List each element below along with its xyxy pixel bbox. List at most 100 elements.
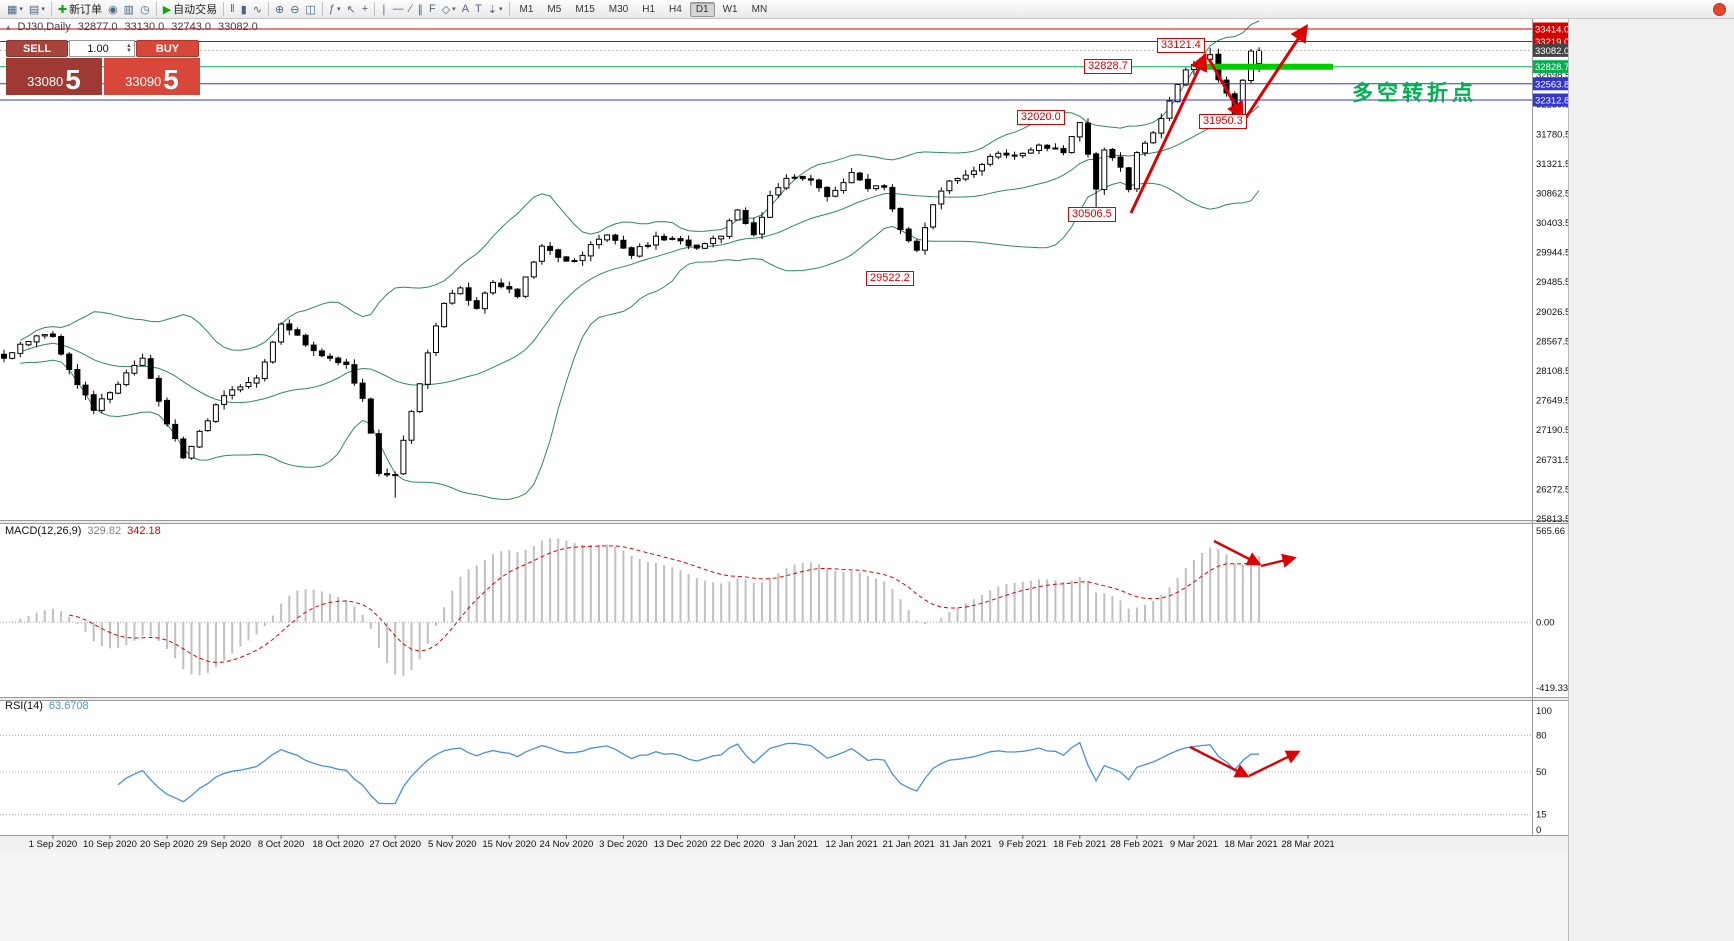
buy-price-box[interactable]: 33090 5	[104, 58, 200, 95]
volume-down-icon[interactable]: ▼	[126, 47, 132, 54]
new-chart-icon: ▦	[7, 3, 18, 16]
text-label-icon: T	[475, 3, 482, 15]
low-value: 32743.0	[171, 21, 212, 33]
vertical-line-button[interactable]: ∣	[378, 2, 390, 17]
svg-text:-419.33: -419.33	[1536, 683, 1568, 694]
channel-button[interactable]: ∥	[414, 2, 426, 17]
cursor-button[interactable]: ↖	[343, 2, 358, 17]
svg-text:50: 50	[1536, 767, 1547, 778]
timeframe-mn[interactable]: MN	[751, 3, 768, 15]
svg-text:1 Sep 2020: 1 Sep 2020	[29, 839, 78, 850]
autotrading-button-label: 自动交易	[173, 4, 218, 16]
line-chart-icon: ∿	[252, 3, 262, 16]
timeframe-m30[interactable]: M30	[608, 3, 629, 15]
timeframe-h4[interactable]: H4	[669, 3, 682, 15]
horizontal-line-button[interactable]: ―	[390, 2, 407, 16]
autotrading-button[interactable]: ▶ 自动交易	[160, 0, 220, 18]
sell-price-box[interactable]: 33080 5	[6, 58, 102, 95]
svg-text:29485.5: 29485.5	[1536, 277, 1568, 288]
trend-arrows[interactable]	[1129, 23, 1308, 778]
indicators-button[interactable]: ƒ ▾	[326, 2, 344, 16]
trendline-button[interactable]: ∕	[407, 2, 415, 16]
line-chart-button[interactable]: ∿	[250, 2, 265, 17]
timeframe-m5[interactable]: M5	[547, 3, 562, 15]
fibonacci-button[interactable]: F	[426, 2, 439, 16]
one-click-trading-panel: SELL 1.00 ▲ ▼ BUY 33080 5 33090 5	[6, 40, 202, 95]
sell-price-main: 33080	[27, 74, 64, 89]
svg-text:0.00: 0.00	[1536, 617, 1555, 628]
price-callout[interactable]: 30506.5	[1068, 207, 1116, 222]
svg-text:10 Sep 2020: 10 Sep 2020	[83, 839, 137, 850]
svg-text:33414.0: 33414.0	[1535, 25, 1568, 36]
price-callout[interactable]: 32020.0	[1017, 110, 1065, 125]
text-label-button[interactable]: T	[472, 2, 485, 16]
data-window-button[interactable]: ▥	[121, 2, 137, 17]
text-button[interactable]: A	[459, 2, 472, 16]
svg-text:24 Nov 2020: 24 Nov 2020	[539, 839, 593, 850]
timeframe-d1[interactable]: D1	[689, 1, 715, 17]
market-watch-button[interactable]: ◉	[105, 2, 121, 17]
svg-text:31780.5: 31780.5	[1536, 129, 1568, 140]
data-window-icon: ▥	[123, 3, 135, 16]
svg-text:80: 80	[1536, 730, 1547, 741]
svg-text:33219.0: 33219.0	[1535, 37, 1568, 48]
volume-value: 1.00	[87, 42, 109, 55]
svg-text:565.66: 565.66	[1536, 526, 1565, 537]
macd-signal-value: 342.18	[127, 525, 161, 537]
timeframe-h1[interactable]: H1	[642, 3, 656, 15]
price-axis-tag	[1533, 43, 1568, 57]
notification-icon[interactable]	[1713, 2, 1726, 16]
volume-field[interactable]: 1.00 ▲ ▼	[69, 40, 135, 57]
vertical-line-icon: ∣	[381, 3, 387, 16]
price-axis[interactable]: 25813.5 26272.5 26731.5 27190.5 27649.5 28108…	[1533, 22, 1568, 837]
horizontal-line-objects[interactable]	[0, 28, 1532, 101]
chart-canvas[interactable]: 25813.5 26272.5 26731.5 27190.5 27649.5 28108…	[0, 19, 1568, 851]
price-callout[interactable]: 29522.2	[866, 271, 914, 286]
chevron-down-icon: ▾	[452, 6, 456, 13]
profiles-icon: ▤	[28, 3, 40, 16]
time-axis[interactable]: 1 Sep 2020 10 Sep 2020 20 Sep 2020 29 Sep 2…	[29, 835, 1335, 850]
svg-text:8 Oct 2020: 8 Oct 2020	[258, 839, 304, 850]
price-axis-tag	[1533, 77, 1568, 91]
volume-stepper[interactable]: ▲ ▼	[126, 42, 134, 54]
toolbar-separator	[508, 2, 510, 16]
timeframe-m15[interactable]: M15	[575, 3, 595, 15]
crosshair-button[interactable]: +	[359, 2, 371, 16]
svg-text:27190.5: 27190.5	[1536, 425, 1568, 436]
sell-button[interactable]: SELL	[6, 40, 68, 57]
volume-up-icon[interactable]: ▲	[126, 42, 132, 49]
timeframe-w1[interactable]: W1	[722, 3, 738, 15]
chevron-down-icon: ▾	[498, 6, 503, 13]
macd-main-value: 329.82	[87, 525, 122, 537]
svg-text:0: 0	[1536, 825, 1541, 836]
one-click-collapse-icon[interactable]: ▴	[6, 21, 11, 32]
bull-bear-turning-point-label[interactable]: 多空转折点	[1352, 82, 1477, 105]
svg-text:26731.5: 26731.5	[1536, 455, 1568, 466]
zoom-out-icon: ⊖	[290, 3, 300, 16]
profiles-button[interactable]: ▤ ▾	[26, 2, 48, 17]
zoom-in-button[interactable]: ⊕	[272, 2, 287, 17]
rsi-value: 63.6708	[48, 700, 89, 712]
new-chart-button[interactable]: ▦ ▾	[4, 2, 26, 17]
text-icon: A	[461, 3, 470, 15]
buy-button[interactable]: BUY	[136, 40, 199, 57]
market-watch-icon: ◉	[108, 3, 118, 16]
price-callout[interactable]: 32828.7	[1084, 59, 1132, 74]
svg-text:3 Jan 2021: 3 Jan 2021	[771, 839, 818, 850]
tile-windows-button[interactable]: ◫	[302, 2, 318, 17]
new-order-button[interactable]: ✚ 新订单	[55, 0, 105, 18]
alerts-button[interactable]: ◷	[137, 2, 153, 17]
macd-pane-label: MACD(12,26,9) 329.82 342.18	[5, 525, 161, 537]
chart-ohlc-header: ▴ DJ30,Daily 32877.0 33130.0 32743.0 330…	[6, 21, 258, 33]
candlestick-chart-button[interactable]: ▮	[238, 2, 250, 17]
price-callout[interactable]: 33121.4	[1157, 38, 1205, 53]
bar-chart-button[interactable]: ‖	[227, 2, 238, 16]
shapes-button[interactable]: ◇ ▾	[439, 2, 459, 17]
arrows-button[interactable]: ⇣ ▾	[485, 2, 506, 17]
svg-text:5 Nov 2020: 5 Nov 2020	[428, 839, 477, 850]
svg-text:21 Jan 2021: 21 Jan 2021	[883, 839, 935, 850]
timeframe-m1[interactable]: M1	[519, 3, 534, 15]
zoom-out-button[interactable]: ⊖	[287, 2, 302, 17]
price-callout[interactable]: 31950.3	[1199, 114, 1247, 129]
candles[interactable]	[1, 47, 1263, 498]
